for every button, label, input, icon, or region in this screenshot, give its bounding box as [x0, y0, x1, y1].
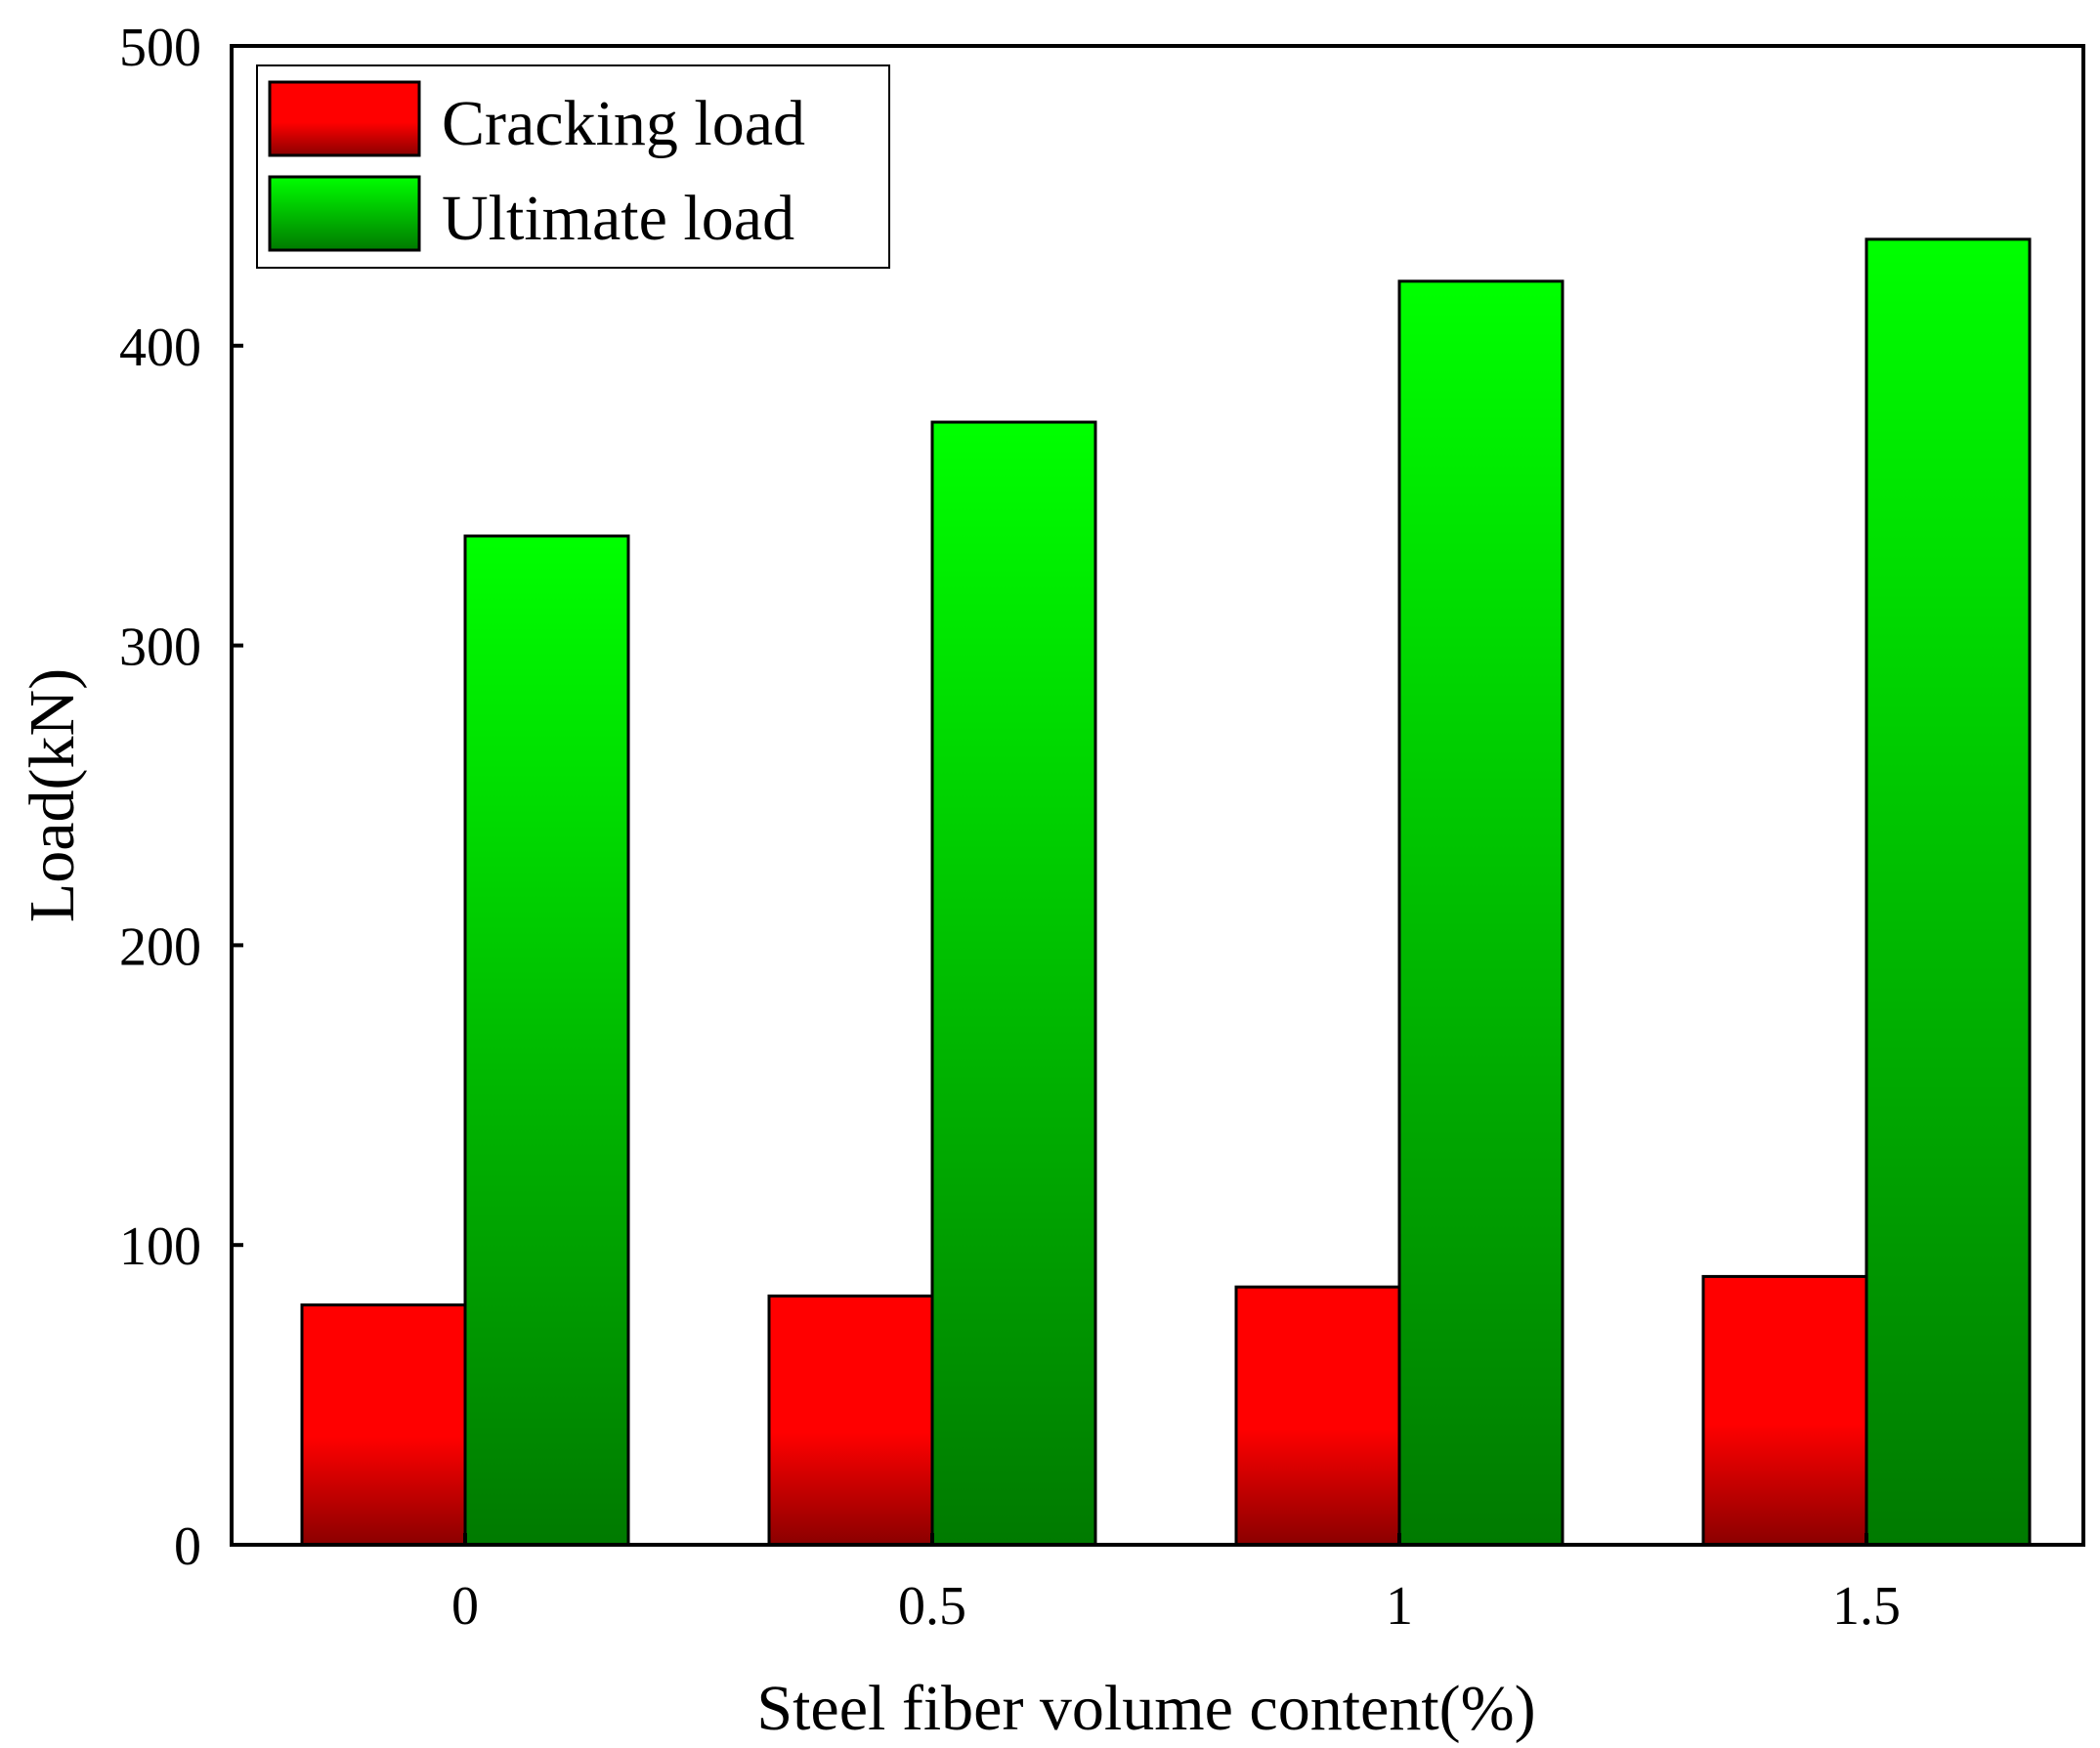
y-axis-label: Load(kN)	[17, 668, 88, 922]
plot-frame	[230, 44, 2085, 1547]
legend: Cracking load Ultimate load	[256, 64, 890, 269]
x-tick-label-0.5: 0.5	[898, 1576, 966, 1637]
x-axis: 0 0.5 1 1.5	[451, 1533, 1901, 1637]
y-tick-label-300: 300	[119, 618, 201, 678]
y-tick-label-200: 200	[119, 917, 201, 977]
bar-cracking-load-0	[300, 1303, 467, 1547]
legend-swatch-cracking-load	[268, 80, 421, 157]
bar-ultimate-load-0.5	[930, 420, 1097, 1547]
bar-cracking-load-1	[1234, 1285, 1401, 1547]
bars-group	[300, 237, 2032, 1547]
legend-label-ultimate-load: Ultimate load	[442, 183, 794, 254]
y-tick-label-500: 500	[119, 18, 201, 78]
bar-ultimate-load-1	[1397, 279, 1564, 1547]
x-tick-label-0: 0	[451, 1576, 479, 1637]
y-tick-label-400: 400	[119, 318, 201, 378]
y-tick-label-0: 0	[174, 1516, 201, 1577]
bar-ultimate-load-1.5	[1864, 237, 2032, 1547]
bar-ultimate-load-0	[463, 534, 630, 1547]
legend-label-cracking-load: Cracking load	[442, 88, 805, 159]
x-axis-label: Steel fiber volume content(%)	[756, 1673, 1535, 1744]
x-tick-label-1.5: 1.5	[1832, 1576, 1901, 1637]
y-axis: 0 100 200 300 400 500	[119, 18, 243, 1577]
bar-cracking-load-0.5	[767, 1294, 934, 1547]
y-tick-label-100: 100	[119, 1216, 201, 1277]
legend-swatch-ultimate-load	[268, 175, 421, 252]
x-tick-label-1: 1	[1386, 1576, 1413, 1637]
bar-cracking-load-1.5	[1701, 1274, 1868, 1547]
